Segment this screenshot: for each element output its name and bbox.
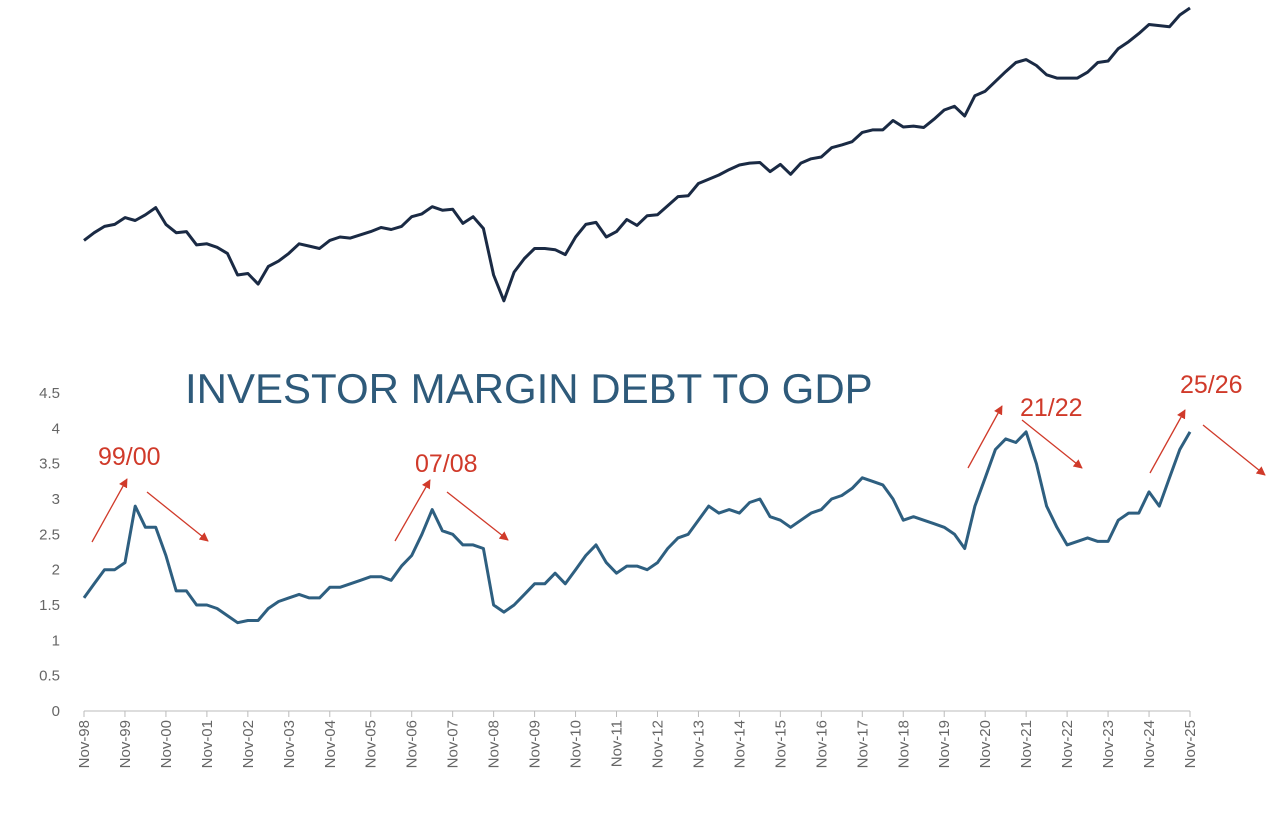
x-tick-label: Nov-21 (1018, 720, 1035, 768)
annotation: 21/22 (1020, 394, 1083, 422)
x-tick-label: Nov-00 (158, 720, 175, 768)
x-tick-label: Nov-08 (486, 720, 503, 768)
x-tick-label: Nov-07 (445, 720, 462, 768)
x-tick-label: Nov-01 (199, 720, 216, 768)
x-tick-label: Nov-09 (527, 720, 544, 768)
x-tick-label: Nov-19 (936, 720, 953, 768)
arrow (446, 491, 509, 541)
x-tick-label: Nov-23 (1100, 720, 1117, 768)
y-tick-label: 4.5 (39, 385, 60, 402)
chart-title: INVESTOR MARGIN DEBT TO GDP (185, 365, 873, 412)
x-tick-label: Nov-04 (322, 720, 339, 768)
y-tick-label: 1 (52, 632, 60, 649)
x-tick-label: Nov-16 (813, 720, 830, 768)
arrow (967, 405, 1003, 469)
x-tick-label: Nov-12 (649, 720, 666, 768)
y-tick-label: 2.5 (39, 526, 60, 543)
y-tick-label: 4 (52, 420, 60, 437)
annotation-arrows (91, 405, 1266, 543)
x-tick-label: Nov-15 (772, 720, 789, 768)
x-tick-label: Nov-25 (1182, 720, 1199, 768)
arrow (1149, 409, 1186, 474)
x-tick-label: Nov-20 (977, 720, 994, 768)
y-tick-label: 3 (52, 491, 60, 508)
series-line (82, 430, 1192, 625)
x-tick-label: Nov-98 (76, 720, 93, 768)
y-tick-label: 3.5 (39, 456, 60, 473)
arrow (1202, 424, 1266, 476)
y-tick-label: 1.5 (39, 597, 60, 614)
x-tick-label: Nov-99 (117, 720, 134, 768)
y-tick-label: 0 (52, 703, 60, 720)
y-tick-label: 2 (52, 562, 60, 579)
x-tick-label: Nov-02 (240, 720, 257, 768)
x-tick-label: Nov-17 (854, 720, 871, 768)
annotation: 99/00 (98, 443, 161, 471)
x-tick-label: Nov-13 (690, 720, 707, 768)
annotation: 07/08 (415, 450, 478, 478)
x-tick-label: Nov-03 (281, 720, 298, 768)
arrow (146, 491, 209, 542)
arrow (1021, 419, 1083, 469)
x-tick-label: Nov-24 (1141, 720, 1158, 768)
x-tick-label: Nov-05 (363, 720, 380, 768)
arrow (91, 478, 128, 543)
x-tick-label: Nov-06 (404, 720, 421, 768)
arrow (394, 479, 431, 542)
x-tick-label: Nov-22 (1059, 720, 1076, 768)
x-tick-label: Nov-11 (609, 720, 626, 767)
x-tick-label: Nov-10 (568, 720, 585, 768)
series-line (83, 6, 1191, 303)
annotation: 25/26 (1180, 371, 1243, 399)
x-tick-label: Nov-18 (895, 720, 912, 768)
y-tick-label: 0.5 (39, 668, 60, 685)
x-tick-label: Nov-14 (731, 720, 748, 768)
